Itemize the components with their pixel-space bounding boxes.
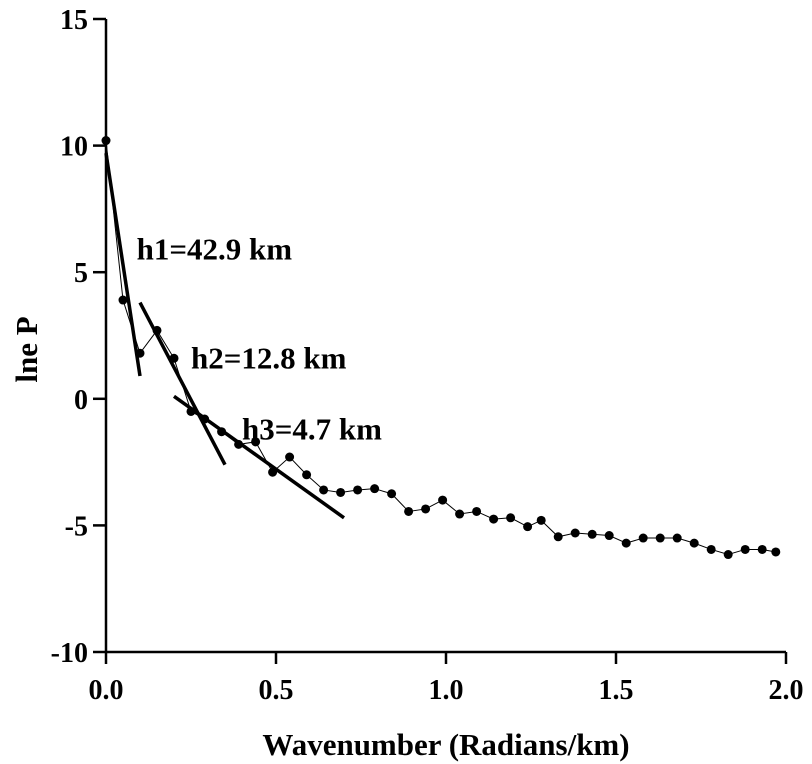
data-point [757,544,767,554]
annotation-label: h1=42.9 km [137,232,293,267]
data-point [421,504,431,514]
data-point [706,544,716,554]
annotation-label: h3=4.7 km [242,411,382,446]
data-point [387,489,397,499]
data-point [438,495,448,505]
data-point [489,514,499,524]
data-point [587,529,597,539]
data-layer [101,136,781,560]
data-point [570,528,580,538]
y-tick-label: -5 [65,511,88,542]
data-point [655,533,665,543]
data-point [621,538,631,548]
data-point [604,531,614,541]
data-point [553,532,563,542]
annotation-label: h2=12.8 km [191,340,347,375]
axes [93,17,788,664]
x-tick-label: 0.5 [259,675,294,706]
data-point [638,533,648,543]
data-point [404,506,414,516]
data-point [370,484,380,494]
data-point [251,437,261,447]
y-tick-label: 5 [74,258,88,289]
text-layer: 0.0 0.5 1.0 1.5 2.0 -10 -5 0 5 10 15 Wavenumber (Ra… [9,5,804,762]
y-tick-label: 0 [74,385,88,416]
fit-line [138,301,227,466]
data-point [319,485,329,495]
fit-line [172,394,346,520]
y-tick-label: 15 [60,5,88,36]
data-point [723,550,733,560]
y-axis-title: lne P [9,316,44,382]
fit-line [104,152,142,377]
data-point [672,533,682,543]
y-tick-label: -10 [51,638,88,669]
data-point [118,295,128,305]
x-axis-title: Wavenumber (Radians/km) [262,727,629,762]
data-point [353,485,363,495]
data-point [472,506,482,516]
x-tick-label: 1.5 [599,675,634,706]
data-point [740,544,750,554]
data-point [285,452,295,462]
data-point [523,522,533,532]
x-tick-label: 1.0 [429,675,464,706]
data-point [455,509,465,519]
data-point [302,470,312,480]
x-tick-label: 2.0 [769,675,804,706]
x-tick-label: 0.0 [89,675,124,706]
data-point [689,538,699,548]
y-tick-label: 10 [60,132,88,163]
data-point [506,513,516,523]
data-point [336,487,346,497]
data-point [771,547,781,557]
data-point [536,515,546,525]
